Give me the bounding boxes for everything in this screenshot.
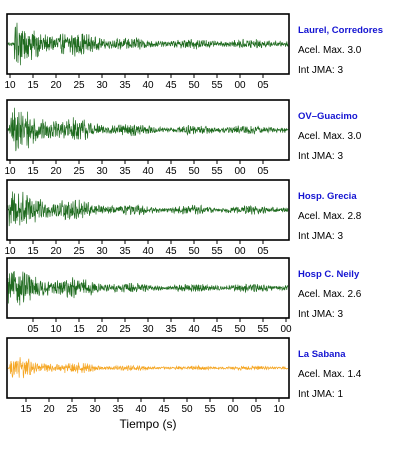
max-acceleration-label: Acel. Max. 1.4 [298, 369, 362, 380]
waveform-trace [7, 22, 289, 66]
station-name: Hosp C. Neily [298, 269, 360, 280]
x-tick-label: 55 [204, 404, 216, 415]
jma-intensity-label: Int JMA: 1 [298, 389, 343, 400]
x-tick-label: 15 [27, 166, 39, 177]
x-tick-label: 50 [188, 80, 200, 91]
panel-frame [6, 337, 290, 399]
panel-2: 10 15 20 25 30 35 40 45 50 55 00 05 OV–Guacimo Acel. … [4, 99, 362, 177]
x-tick-label: 05 [27, 324, 39, 335]
x-tick-label: 50 [181, 404, 193, 415]
max-acceleration-label: Acel. Max. 2.6 [298, 289, 362, 300]
x-tick-label: 15 [20, 404, 32, 415]
x-tick-label: 05 [250, 404, 262, 415]
x-tick-label: 35 [119, 80, 131, 91]
x-tick-label: 30 [96, 80, 108, 91]
seismogram-panels: 10 15 20 25 30 35 40 45 50 55 00 05 Laurel, Corredor… [4, 13, 383, 415]
x-tick-label: 00 [234, 80, 246, 91]
x-tick-label: 40 [142, 166, 154, 177]
x-tick-label: 00 [280, 324, 292, 335]
station-name: OV–Guacimo [298, 111, 358, 122]
max-acceleration-label: Acel. Max. 3.0 [298, 45, 362, 56]
x-tick-label: 30 [96, 166, 108, 177]
panel-4: 05 10 15 20 25 30 35 40 45 50 55 00 Hosp C. Neily Ace… [6, 257, 362, 335]
x-tick-label: 00 [234, 166, 246, 177]
x-tick-label: 30 [96, 246, 108, 257]
x-tick-label: 25 [119, 324, 131, 335]
x-tick-label: 40 [142, 246, 154, 257]
x-tick-label: 35 [119, 246, 131, 257]
x-tick-label: 15 [27, 80, 39, 91]
x-tick-label: 45 [165, 166, 177, 177]
x-tick-label: 20 [50, 80, 62, 91]
x-tick-label: 25 [66, 404, 78, 415]
x-tick-label: 30 [89, 404, 101, 415]
x-tick-label: 35 [112, 404, 124, 415]
x-tick-label: 45 [211, 324, 223, 335]
max-acceleration-label: Acel. Max. 2.8 [298, 211, 362, 222]
x-tick-label: 30 [142, 324, 154, 335]
x-tick-label: 45 [165, 80, 177, 91]
x-tick-label: 50 [188, 246, 200, 257]
x-tick-label: 00 [234, 246, 246, 257]
x-tick-label: 10 [4, 246, 16, 257]
x-tick-label: 40 [188, 324, 200, 335]
x-tick-label: 20 [50, 246, 62, 257]
x-tick-label: 45 [165, 246, 177, 257]
x-tick-label: 05 [257, 246, 269, 257]
x-tick-label: 50 [188, 166, 200, 177]
waveform-trace [7, 357, 289, 379]
x-tick-label: 00 [227, 404, 239, 415]
x-tick-label: 05 [257, 166, 269, 177]
x-tick-label: 10 [4, 166, 16, 177]
station-name: Laurel, Corredores [298, 25, 383, 36]
x-tick-label: 55 [257, 324, 269, 335]
x-tick-label: 40 [135, 404, 147, 415]
x-tick-label: 50 [234, 324, 246, 335]
panel-5: 15 20 25 30 35 40 45 50 55 00 05 10 La Sabana Acel. M… [6, 337, 362, 415]
station-name: Hosp. Grecia [298, 191, 357, 202]
x-tick-label: 10 [273, 404, 285, 415]
waveform-trace [7, 191, 289, 227]
jma-intensity-label: Int JMA: 3 [298, 151, 343, 162]
x-tick-label: 15 [27, 246, 39, 257]
x-tick-label: 05 [257, 80, 269, 91]
x-tick-label: 10 [50, 324, 62, 335]
x-tick-label: 35 [119, 166, 131, 177]
jma-intensity-label: Int JMA: 3 [298, 231, 343, 242]
x-tick-label: 55 [211, 246, 223, 257]
x-axis-label: Tiempo (s) [120, 417, 177, 431]
x-tick-label: 20 [50, 166, 62, 177]
waveform-trace [7, 271, 289, 306]
x-tick-label: 25 [73, 166, 85, 177]
x-tick-label: 35 [165, 324, 177, 335]
x-tick-label: 10 [4, 80, 16, 91]
x-tick-label: 15 [73, 324, 85, 335]
x-tick-label: 25 [73, 246, 85, 257]
waveform-trace [7, 107, 289, 152]
panel-1: 10 15 20 25 30 35 40 45 50 55 00 05 Laurel, Corredor… [4, 13, 383, 91]
x-tick-label: 55 [211, 80, 223, 91]
x-tick-label: 20 [43, 404, 55, 415]
max-acceleration-label: Acel. Max. 3.0 [298, 131, 362, 142]
panel-3: 10 15 20 25 30 35 40 45 50 55 00 05 Hosp. Grecia Acel… [4, 179, 362, 257]
jma-intensity-label: Int JMA: 3 [298, 65, 343, 76]
x-tick-label: 20 [96, 324, 108, 335]
station-name: La Sabana [298, 349, 346, 360]
x-tick-label: 45 [158, 404, 170, 415]
x-tick-label: 25 [73, 80, 85, 91]
x-tick-label: 40 [142, 80, 154, 91]
x-tick-label: 55 [211, 166, 223, 177]
jma-intensity-label: Int JMA: 3 [298, 309, 343, 320]
